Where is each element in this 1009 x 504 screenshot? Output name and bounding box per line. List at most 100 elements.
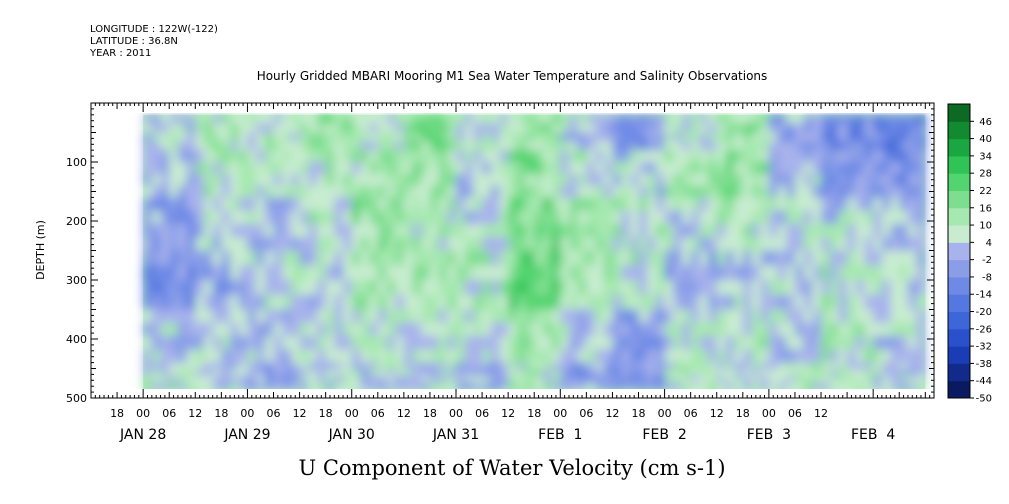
heatmap-cell <box>386 336 397 351</box>
heatmap-cell <box>647 223 657 239</box>
heatmap-cell <box>143 250 153 267</box>
heatmap-cell <box>768 150 779 163</box>
heatmap-cell <box>143 173 153 187</box>
heatmap-cell <box>447 382 458 389</box>
heatmap-cell <box>316 114 327 125</box>
colorbar-swatch <box>948 138 970 157</box>
heatmap-cell <box>690 185 701 199</box>
heatmap-cell <box>334 173 345 187</box>
heatmap-cell <box>542 349 553 364</box>
heatmap-cell <box>638 185 649 199</box>
x-day-label: JAN 31 <box>432 427 479 443</box>
heatmap-cell <box>230 141 240 152</box>
heatmap-cell <box>386 197 397 212</box>
heatmap-cell <box>534 210 544 225</box>
heatmap-cell <box>647 362 657 371</box>
heatmap-cell <box>238 162 249 175</box>
heatmap-cell <box>647 375 657 384</box>
heatmap-cell <box>343 382 353 389</box>
heatmap-cell <box>542 237 553 252</box>
heatmap-cell <box>794 173 805 187</box>
heatmap-cell <box>794 349 805 364</box>
heatmap-cell <box>716 185 727 199</box>
heatmap-cell <box>316 237 327 252</box>
heatmap-cell <box>725 123 736 134</box>
heatmap-cell <box>568 185 579 199</box>
heatmap-cell <box>881 294 892 311</box>
heatmap-cell <box>308 349 318 364</box>
heatmap-cell <box>169 185 179 199</box>
heatmap-cell <box>238 132 249 143</box>
heatmap-cell <box>664 173 675 187</box>
heatmap-cell <box>403 237 414 252</box>
heatmap-cell <box>490 362 501 371</box>
heatmap-cell <box>551 362 562 371</box>
x-day-label: FEB 1 <box>538 427 582 443</box>
heatmap-cell <box>186 362 197 371</box>
heatmap-cell <box>821 375 831 384</box>
heatmap-cell <box>768 123 779 134</box>
heatmap-cell <box>621 369 631 377</box>
heatmap-cell <box>699 141 710 152</box>
heatmap-cell <box>664 349 675 364</box>
heatmap-cell <box>221 375 232 384</box>
heatmap-cell <box>612 123 623 134</box>
heatmap-cell <box>803 294 814 311</box>
heatmap-cell <box>169 336 179 351</box>
heatmap-cell <box>377 322 388 338</box>
heatmap-cell <box>560 197 570 212</box>
heatmap-cell <box>621 197 631 212</box>
heatmap-cell <box>603 132 614 143</box>
heatmap-cell <box>343 162 353 175</box>
heatmap-cell <box>890 336 901 351</box>
heatmap-cell <box>699 237 710 252</box>
heatmap-cell <box>664 150 675 163</box>
heatmap-cell <box>803 141 814 152</box>
heatmap-cell <box>916 123 927 134</box>
heatmap-cell <box>655 280 666 296</box>
heatmap-cell <box>881 237 892 252</box>
heatmap-cell <box>456 280 466 296</box>
heatmap-cell <box>768 382 779 389</box>
heatmap-cell <box>655 237 666 252</box>
heatmap-cell <box>490 185 501 199</box>
heatmap-cell <box>899 150 909 163</box>
heatmap-cell <box>534 141 544 152</box>
heatmap-cell <box>421 223 431 239</box>
heatmap-cell <box>647 173 657 187</box>
heatmap-cell <box>186 123 197 134</box>
heatmap-cell <box>482 162 492 175</box>
heatmap-cell <box>299 369 310 377</box>
heatmap-cell <box>734 210 744 225</box>
heatmap-cell <box>525 322 536 338</box>
heatmap-cell <box>490 114 501 125</box>
heatmap-cell <box>629 114 640 125</box>
heatmap-cell <box>881 349 892 364</box>
heatmap-cell <box>308 132 318 143</box>
heatmap-cell <box>768 141 779 152</box>
heatmap-cell <box>890 173 901 187</box>
heatmap-cell <box>221 280 232 296</box>
heatmap-cell <box>855 185 866 199</box>
heatmap-cell <box>256 265 266 281</box>
heatmap-cell <box>169 114 179 125</box>
heatmap-cell <box>369 362 379 371</box>
heatmap-cell <box>864 265 875 281</box>
heatmap-cell <box>499 123 510 134</box>
heatmap-cell <box>534 362 544 371</box>
heatmap-cell <box>412 362 423 371</box>
heatmap-cell <box>395 185 405 199</box>
heatmap-cell <box>621 141 631 152</box>
heatmap-cell <box>551 369 562 377</box>
heatmap-cell <box>212 336 223 351</box>
heatmap-cell <box>169 173 179 187</box>
heatmap-cell <box>516 162 527 175</box>
heatmap-cell <box>864 123 875 134</box>
heatmap-cell <box>403 280 414 296</box>
heatmap-cell <box>369 123 379 134</box>
heatmap-cell <box>447 150 458 163</box>
heatmap-cell <box>316 322 327 338</box>
heatmap-cell <box>203 141 214 152</box>
heatmap-cell <box>282 150 292 163</box>
heatmap-cell <box>725 322 736 338</box>
